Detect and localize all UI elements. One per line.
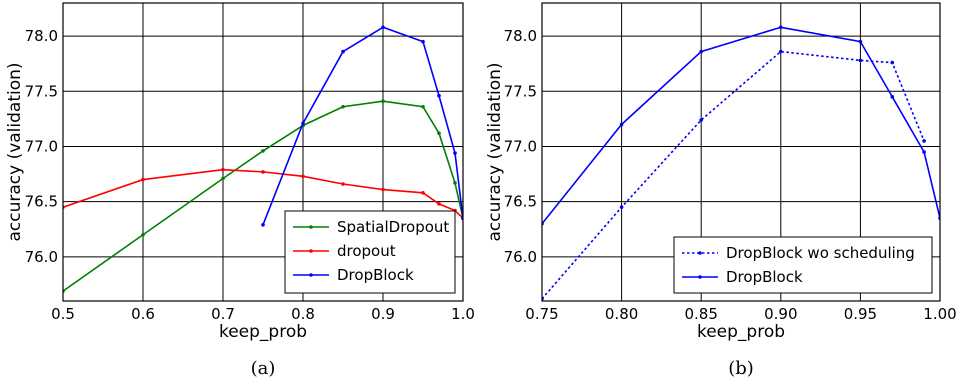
series-group — [542, 25, 940, 301]
data-point — [261, 170, 265, 174]
legend: DropBlock wo scheduling DropBlock — [673, 236, 933, 294]
legend-label: DropBlock wo scheduling — [726, 244, 915, 262]
data-point — [301, 121, 305, 126]
y-axis-label: accuracy (validation) — [485, 62, 505, 241]
data-point — [619, 205, 624, 209]
chart-panel-a: 0.5 0.6 0.7 0.8 0.9 1.0 76.0 76.5 77.0 77.5 78.0 ke… — [5, 2, 475, 379]
panel-caption: (b) — [728, 358, 754, 379]
data-point — [437, 131, 441, 136]
data-point — [381, 99, 385, 104]
data-point — [699, 118, 703, 122]
x-tick-label: 0.6 — [131, 305, 155, 323]
x-tick-label: 0.7 — [211, 305, 235, 323]
series-group — [63, 25, 463, 293]
y-axis-label: accuracy (validation) — [5, 62, 25, 241]
legend: SpatialDropout dropout DropBlock — [284, 210, 456, 294]
legend-box — [673, 236, 933, 294]
legend-marker — [309, 273, 313, 277]
data-point — [221, 167, 225, 172]
data-point — [381, 187, 385, 192]
legend-label: DropBlock — [726, 268, 803, 286]
x-tick-label: 0.80 — [605, 305, 638, 323]
data-point — [922, 139, 926, 143]
x-tick-label: 0.9 — [371, 305, 395, 323]
x-axis-label: keep_prob — [697, 322, 785, 342]
data-point — [437, 93, 441, 98]
x-tick-label: 0.8 — [291, 305, 315, 323]
legend-marker — [309, 249, 313, 253]
data-point — [261, 223, 265, 227]
data-point — [890, 95, 895, 99]
data-point — [141, 177, 145, 182]
data-point — [341, 182, 345, 186]
x-tick-label: 0.95 — [844, 305, 877, 323]
series-line-1 — [542, 26, 940, 225]
data-point — [341, 49, 345, 54]
data-point — [922, 150, 926, 154]
y-tick-label: 76.5 — [25, 193, 58, 211]
y-tick-label: 77.5 — [25, 82, 58, 100]
data-point — [381, 25, 385, 30]
legend-box — [284, 210, 456, 294]
plot-frame — [541, 2, 941, 302]
y-tick-label: 77.0 — [25, 137, 58, 155]
y-tick-label: 76.5 — [504, 193, 537, 211]
data-point — [858, 39, 863, 44]
data-point — [141, 232, 145, 237]
data-point — [858, 58, 863, 63]
y-tick-label: 77.5 — [504, 82, 537, 100]
x-tick-label: 0.75 — [525, 305, 558, 323]
data-point — [421, 191, 425, 195]
y-tick-label: 78.0 — [25, 27, 58, 45]
data-point — [453, 181, 457, 185]
data-point — [779, 49, 783, 54]
y-tick-label: 77.0 — [504, 137, 537, 155]
x-axis-label: keep_prob — [219, 322, 307, 342]
chart-panel-b: 0.75 0.80 0.85 0.90 0.95 1.00 76.0 76.5 77.0 77.5… — [485, 2, 957, 379]
y-tick-label: 76.0 — [25, 248, 58, 266]
x-tick-label: 0.85 — [684, 305, 717, 323]
data-point — [619, 122, 624, 127]
data-point — [421, 39, 425, 44]
x-tick-label: 1.00 — [923, 305, 956, 323]
data-point — [437, 202, 441, 206]
data-point — [221, 176, 225, 181]
legend-marker — [698, 251, 702, 255]
legend-label: DropBlock — [337, 266, 414, 284]
data-point — [890, 60, 895, 65]
data-point — [421, 104, 425, 109]
legend-label: dropout — [337, 242, 396, 260]
y-tick-label: 76.0 — [504, 248, 537, 266]
plot-frame — [62, 2, 464, 302]
legend-label: SpatialDropout — [337, 218, 449, 236]
data-point — [341, 104, 345, 109]
legend-marker — [698, 275, 702, 279]
x-tick-label: 0.90 — [764, 305, 797, 323]
x-tick-label: 1.0 — [451, 305, 475, 323]
y-tick-label: 78.0 — [504, 27, 537, 45]
x-tick-label: 0.5 — [51, 305, 75, 323]
data-point — [301, 174, 305, 179]
data-point — [699, 49, 703, 54]
legend-marker — [309, 225, 313, 229]
data-point — [453, 151, 457, 155]
series-line-2 — [262, 26, 463, 226]
data-point — [261, 149, 265, 153]
data-point — [779, 25, 783, 30]
panel-caption: (a) — [251, 358, 276, 379]
